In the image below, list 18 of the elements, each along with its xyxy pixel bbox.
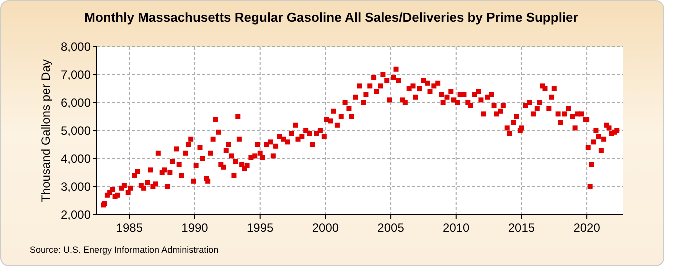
x-tick-label: 1985 (116, 221, 144, 235)
x-tick-label: 2020 (574, 221, 601, 235)
source-note: Source: U.S. Energy Information Administration (30, 245, 219, 255)
x-tick-label: 2010 (443, 221, 470, 235)
chart-title: Monthly Massachusetts Regular Gasoline All Sales/Deliveries by Prime Supplier (84, 10, 578, 25)
y-tick-label: 2,000 (60, 208, 92, 222)
y-tick-label: 6,000 (60, 96, 92, 110)
y-tick-label: 7,000 (60, 68, 92, 82)
x-tick-label: 2000 (312, 221, 340, 235)
x-tick-label: 1995 (247, 221, 274, 235)
x-tick-label: 2005 (378, 221, 405, 235)
y-tick-label: 5,000 (60, 124, 92, 138)
x-tick-label: 1990 (182, 221, 209, 235)
y-tick-label: 3,000 (60, 180, 92, 194)
y-axis-title: Thousand Gallons per Day (39, 60, 53, 202)
y-tick-label: 4,000 (60, 152, 92, 166)
y-tick-label: 8,000 (60, 40, 92, 54)
x-tick-label: 2015 (508, 221, 536, 235)
